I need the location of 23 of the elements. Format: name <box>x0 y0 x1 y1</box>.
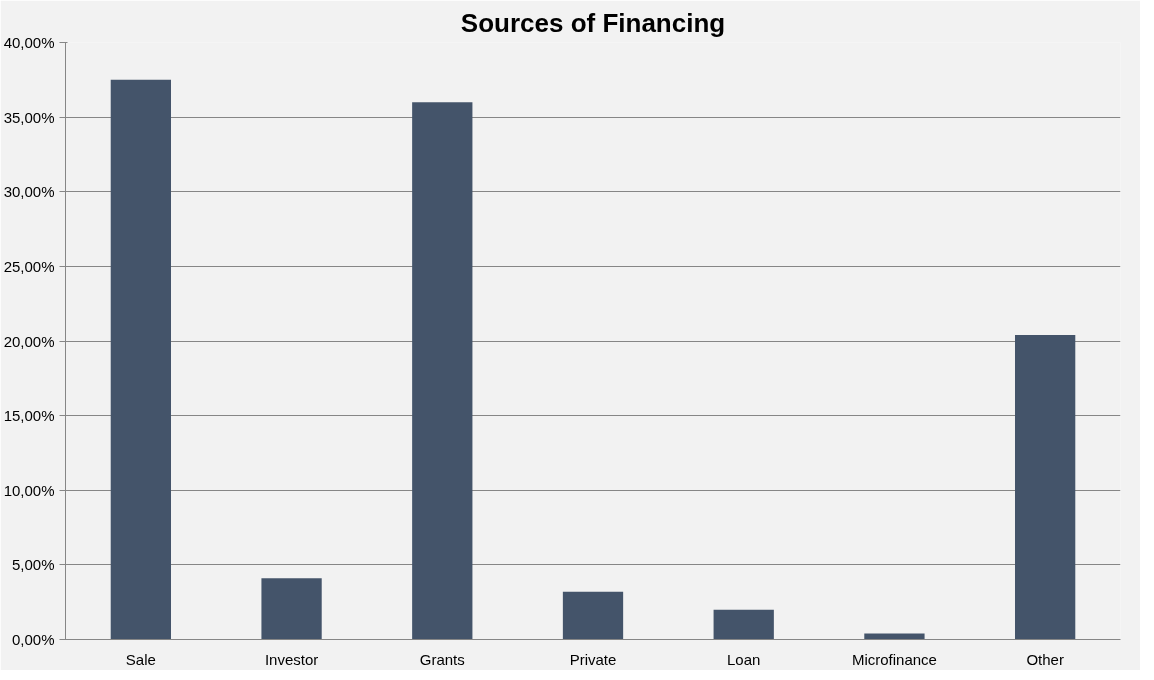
y-tick-label: 15,00% <box>3 407 55 425</box>
x-tick-label: Microfinance <box>851 650 937 668</box>
bar <box>412 102 473 640</box>
x-tick-label: Sale <box>125 650 156 668</box>
y-tick-label: 40,00% <box>3 34 55 51</box>
bar <box>110 79 171 640</box>
y-tick-label: 25,00% <box>3 257 55 275</box>
x-tick-label: Grants <box>419 650 465 668</box>
x-tick-label: Loan <box>727 650 761 668</box>
y-tick-label: 10,00% <box>3 481 55 499</box>
x-tick-label: Private <box>569 650 617 668</box>
y-tick-label: 30,00% <box>3 183 55 201</box>
bar <box>1015 335 1076 640</box>
y-tick-label: 5,00% <box>11 556 55 574</box>
bar <box>261 578 322 640</box>
x-tick-label: Investor <box>264 650 319 668</box>
y-tick-label: 35,00% <box>3 108 55 126</box>
y-tick-label: 20,00% <box>3 332 55 350</box>
x-tick-label: Other <box>1026 650 1064 668</box>
bar <box>713 609 774 640</box>
y-tick-label: 0,00% <box>11 631 55 648</box>
bar <box>562 591 624 640</box>
chart-title: Sources of Financing <box>460 7 726 38</box>
